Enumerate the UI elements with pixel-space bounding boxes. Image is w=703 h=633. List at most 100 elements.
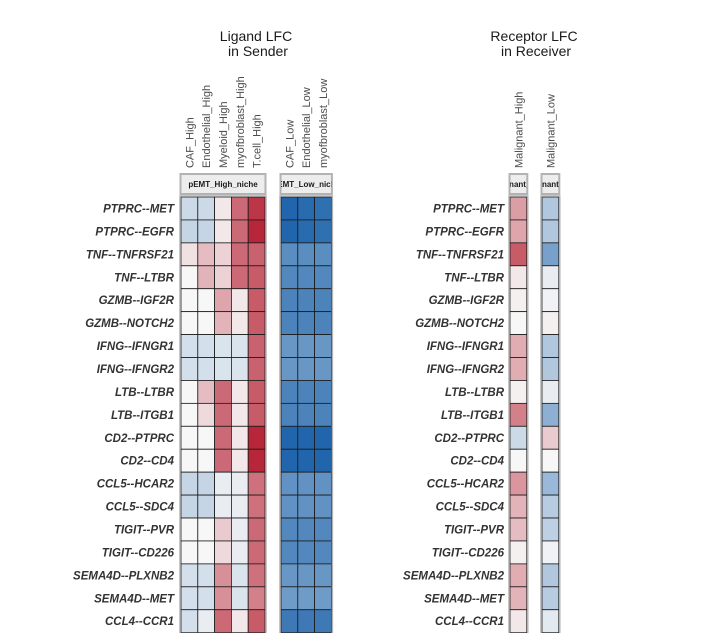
heatmap-cell: [197, 586, 216, 611]
heatmap-cell: [214, 402, 232, 427]
heatmap-cell: [297, 402, 315, 427]
receptor-panel-title-line-2: in Receiver: [501, 43, 571, 59]
ligand-column-label: Myeloid_High: [218, 101, 230, 168]
heatmap-cell: [247, 471, 266, 496]
heatmap-cell: [509, 471, 528, 496]
heatmap-cell: [230, 609, 249, 633]
heatmap-cell: [214, 471, 232, 496]
heatmap-cell: [280, 219, 299, 244]
heatmap-cell: [314, 586, 332, 611]
ligand-column-label: Endothelial_High: [201, 85, 213, 168]
heatmap-cell: [197, 265, 216, 290]
heatmap-cell: [197, 563, 216, 588]
heatmap-cell: [297, 471, 315, 496]
heatmap-cell: [314, 219, 332, 244]
heatmap-cell: [509, 357, 528, 381]
ligand-row-label: IFNG--IFNGR2: [97, 364, 175, 376]
heatmap-cell: [247, 334, 266, 358]
ligand-row-label: CD2--CD4: [120, 456, 174, 468]
heatmap-cell: [214, 196, 232, 221]
heatmap-cell: [297, 288, 315, 313]
heatmap-cell: [297, 494, 315, 519]
heatmap-cell: [280, 425, 299, 450]
heatmap-cell: [180, 219, 199, 244]
strip-panel-border: [540, 195, 561, 633]
heatmap-cell: [314, 471, 332, 496]
ligand-row-label: CCL4--CCR1: [105, 616, 174, 628]
heatmap-cell: [197, 609, 216, 633]
heatmap-cell: [509, 402, 528, 427]
heatmap-cell: [297, 311, 315, 335]
heatmap-cell: [180, 448, 199, 473]
ligand-row-label: LTB--ITGB1: [111, 410, 174, 422]
heatmap-cell: [541, 448, 560, 473]
heatmap-cell: [280, 242, 299, 267]
heatmap-cell: [314, 288, 332, 313]
ligand-panel-title-line-1: Ligand LFC: [220, 28, 292, 44]
heatmap-cell: [280, 311, 299, 335]
receptor-column-label: Malignant_High: [513, 92, 525, 168]
receptor-row-label: IFNG--IFNGR2: [427, 364, 505, 376]
heatmap-cell: [214, 425, 232, 450]
heatmap-cell: [280, 517, 299, 542]
heatmap-cell: [247, 288, 266, 313]
ligand-column-label: Endothelial_Low: [301, 87, 313, 168]
heatmap-cell: [214, 357, 232, 381]
receptor-row-label: TIGIT--PVR: [444, 524, 505, 536]
heatmap-cell: [197, 334, 216, 358]
heatmap-cell: [541, 494, 560, 519]
heatmap-cell: [230, 425, 249, 450]
heatmap-cell: [509, 448, 528, 473]
heatmap-cell: [180, 242, 199, 267]
heatmap-cell: [314, 380, 332, 404]
heatmap-cell: [197, 288, 216, 313]
heatmap-cell: [247, 609, 266, 633]
heatmap-cell: [541, 586, 560, 611]
heatmap-cell: [509, 265, 528, 290]
heatmap-cell: [314, 517, 332, 542]
heatmap-cell: [180, 586, 199, 611]
facet-strip: [279, 173, 333, 195]
heatmap-cell: [214, 586, 232, 611]
heatmap-cell: [214, 288, 232, 313]
heatmap-cell: [541, 563, 560, 588]
receptor-row-label: TIGIT--CD226: [432, 547, 505, 559]
heatmap-cell: [314, 540, 332, 565]
heatmap-cell: [541, 242, 560, 267]
ligand-row-label: CCL5--SDC4: [106, 502, 175, 514]
receptor-row-label: CD2--CD4: [450, 456, 504, 468]
ligand-row-label: PTPRC--EGFR: [95, 226, 174, 238]
heatmap-cell: [247, 242, 266, 267]
heatmap-cell: [297, 517, 315, 542]
heatmap-cell: [230, 448, 249, 473]
heatmap-cell: [509, 380, 528, 404]
heatmap-cell: [247, 219, 266, 244]
heatmap-cell: [541, 540, 560, 565]
heatmap-cell: [280, 563, 299, 588]
ligand-column-label: CAF_High: [184, 117, 196, 168]
facet-strip: [179, 173, 267, 195]
strip-panel-border: [508, 195, 529, 633]
heatmap-cell: [247, 425, 266, 450]
heatmap-cell: [280, 288, 299, 313]
heatmap-cell: [541, 311, 560, 335]
facet-strip-label: pEMT_High_niche: [188, 180, 258, 189]
ligand-column-label: CAF_Low: [284, 120, 296, 168]
ligand-row-label: LTB--LTBR: [115, 387, 175, 399]
heatmap-cell: [214, 380, 232, 404]
heatmap-cell: [247, 265, 266, 290]
heatmap-cell: [247, 311, 266, 335]
heatmap-cell: [509, 196, 528, 221]
heatmap-cell: [230, 219, 249, 244]
heatmap-cell: [314, 334, 332, 358]
ligand-row-label: TIGIT--CD226: [102, 547, 175, 559]
heatmap-cell: [230, 471, 249, 496]
heatmap-cell: [509, 242, 528, 267]
heatmap-cell: [230, 563, 249, 588]
heatmap-cell: [230, 540, 249, 565]
heatmap-cell: [280, 540, 299, 565]
receptor-row-label: PTPRC--MET: [433, 203, 505, 215]
heatmap-cell: [214, 540, 232, 565]
heatmap-cell: [297, 357, 315, 381]
heatmap-cell: [214, 219, 232, 244]
